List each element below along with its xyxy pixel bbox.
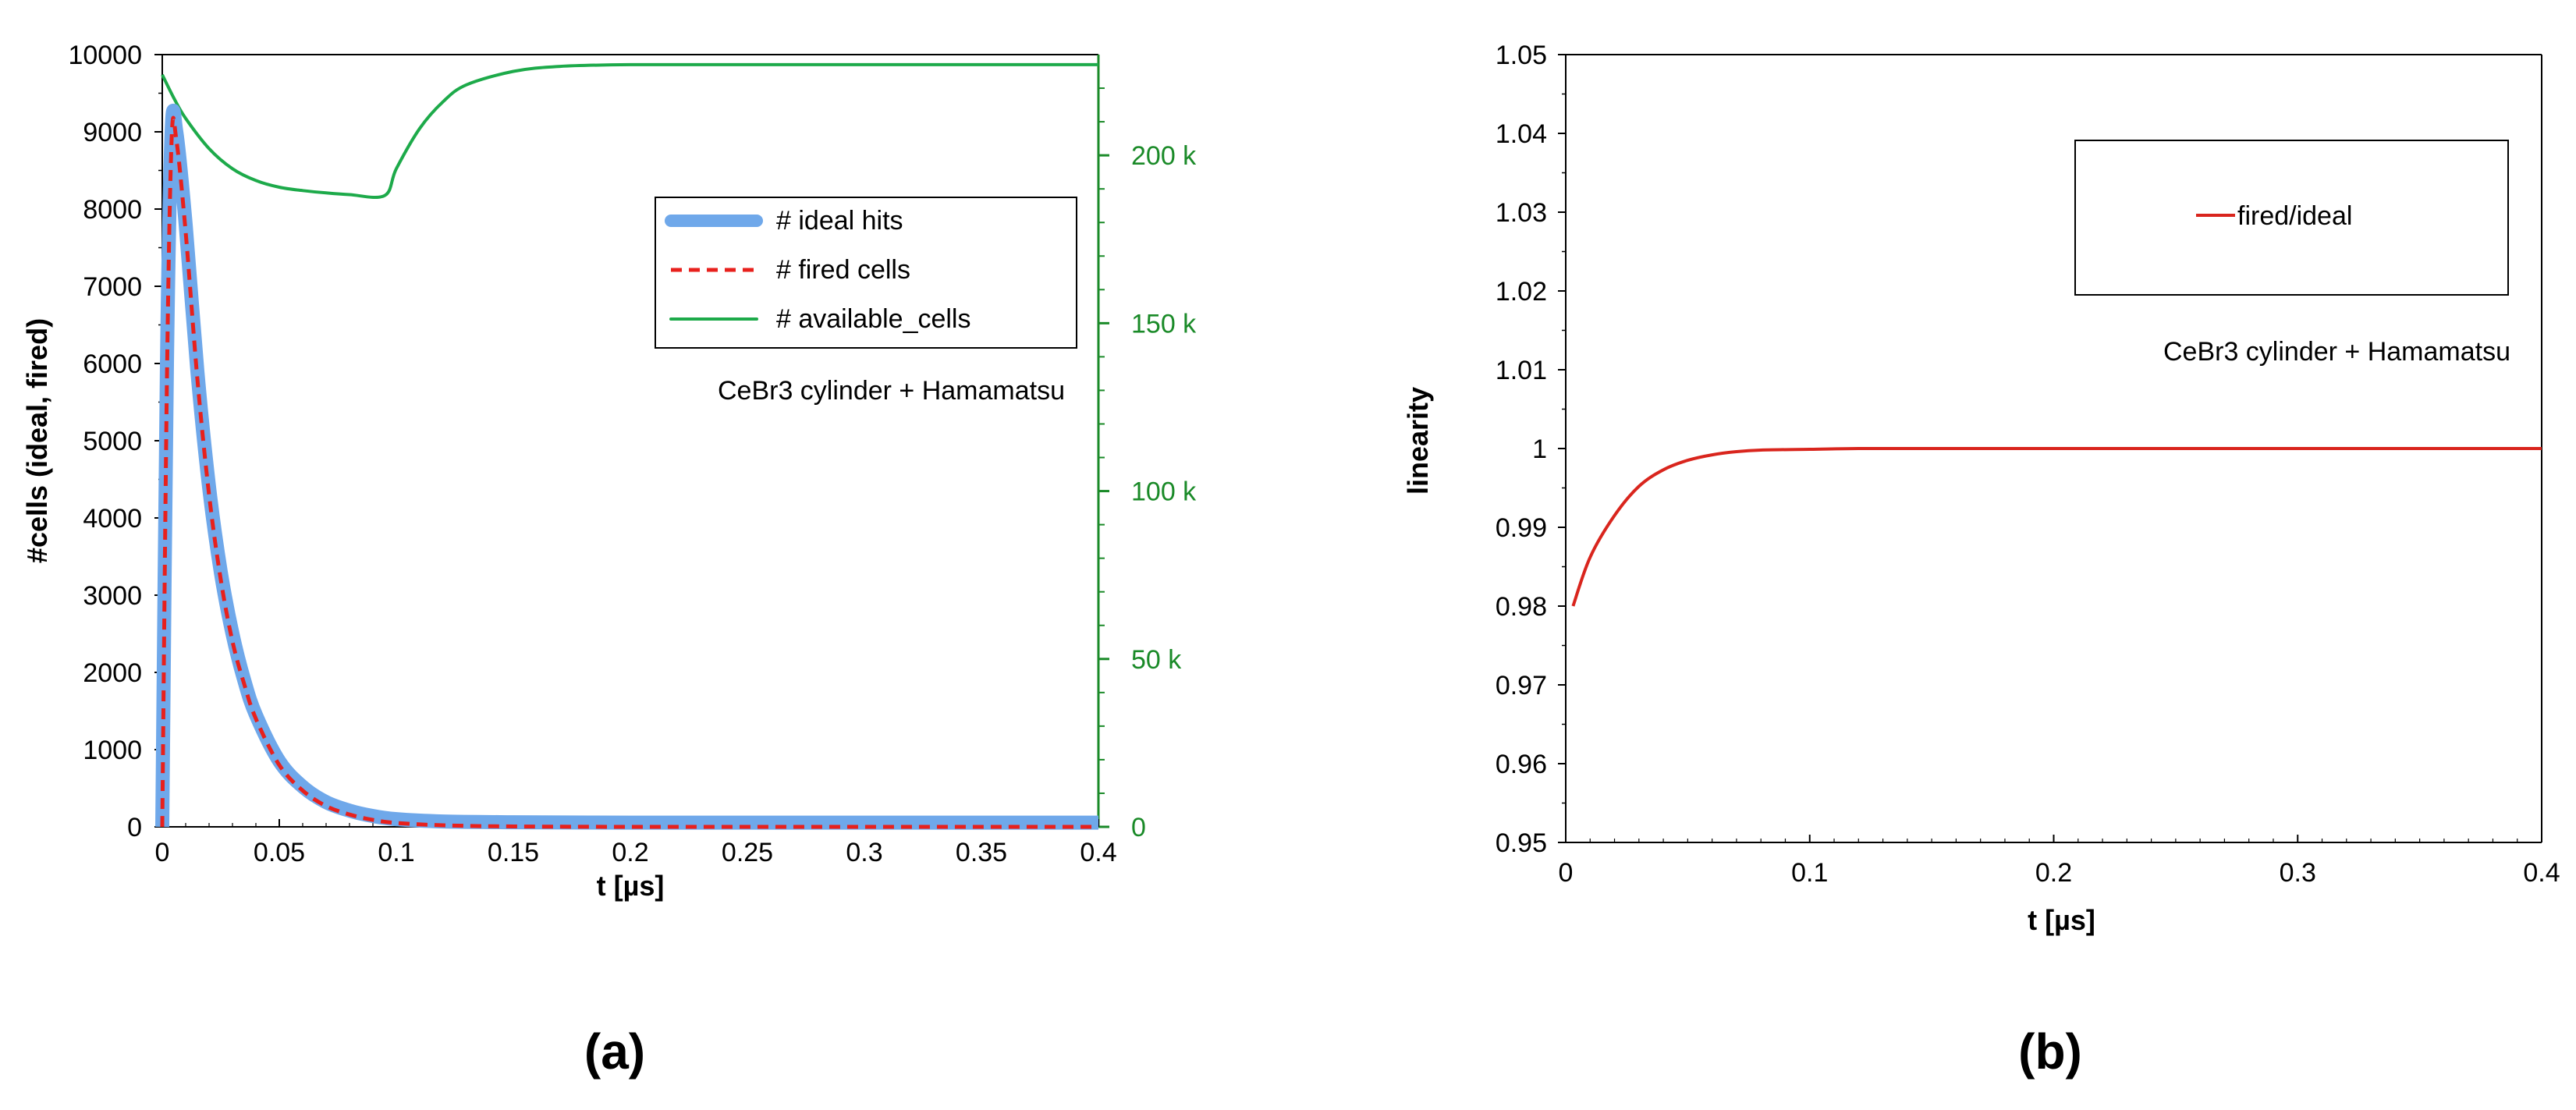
y-tick-label: 1.03	[1496, 198, 1547, 228]
chart-a: 0 1000 2000 3000 4000 5000 6000 7000 8000 9000 100…	[21, 41, 1197, 1080]
legend-box	[2074, 140, 2509, 296]
y-tick-label: 8000	[83, 195, 142, 225]
x-tick-label: 0.25	[722, 838, 773, 867]
y-tick-label: 1	[1532, 434, 1547, 464]
y-tick-label: 1.04	[1496, 119, 1547, 149]
y-tick-label: 0.96	[1496, 750, 1547, 779]
series-fired-cells	[160, 115, 1098, 829]
y2-tick-label: 200 k	[1131, 141, 1197, 171]
y2-tick-label: 0	[1131, 813, 1146, 842]
x-tick-label: 0.4	[1080, 838, 1116, 867]
chart-annotation: CeBr3 cylinder + Hamamatsu	[2163, 337, 2510, 367]
y2-tick-label: 150 k	[1131, 309, 1197, 339]
x-tick-label: 0.2	[612, 838, 648, 867]
x-tick-label: 0.2	[2035, 858, 2072, 888]
x-tick-label: 0.05	[254, 838, 305, 867]
y-tick-label: 3000	[83, 581, 142, 611]
y-tick-label: 0.95	[1496, 828, 1547, 858]
series-available-cells	[161, 62, 1098, 200]
x-tick-label: 0.1	[1791, 858, 1828, 888]
y-tick-label: 0.98	[1496, 592, 1547, 622]
y-tick-label: 0	[127, 813, 142, 842]
caption-a: (a)	[584, 1023, 645, 1080]
y-tick-label: 9000	[83, 118, 142, 147]
y2-tick-label: 50 k	[1131, 645, 1182, 675]
legend-label: # ideal hits	[776, 206, 903, 236]
caption-b: (b)	[2018, 1023, 2082, 1080]
y-tick-label: 4000	[83, 504, 142, 534]
y-tick-label: 0.97	[1496, 671, 1547, 700]
y-tick-label: 1000	[83, 736, 142, 765]
x-tick-label: 0	[155, 838, 170, 867]
y-axis-label: #cells (ideal, fired)	[21, 318, 53, 563]
x-tick-label: 0.3	[846, 838, 882, 867]
series-fired-ideal	[1571, 446, 2542, 607]
x-tick-label: 0.15	[488, 838, 539, 867]
x-axis-label: t [µs]	[2028, 904, 2095, 936]
chart-annotation: CeBr3 cylinder + Hamamatsu	[718, 376, 1065, 406]
y-axis-label: linearity	[1402, 387, 1434, 495]
y-tick-label: 10000	[68, 41, 142, 70]
y2-tick-label: 100 k	[1131, 477, 1197, 507]
legend-label: # fired cells	[776, 255, 910, 285]
x-tick-label: 0.35	[956, 838, 1007, 867]
legend-label: fired/ideal	[2237, 201, 2352, 231]
y-tick-label: 5000	[83, 427, 142, 456]
y-tick-label: 7000	[83, 272, 142, 302]
y-tick-label: 6000	[83, 349, 142, 379]
y-tick-label: 0.99	[1496, 513, 1547, 543]
y-tick-label: 1.02	[1496, 277, 1547, 307]
x-tick-label: 0.3	[2280, 858, 2316, 888]
series-ideal-hits	[155, 103, 1098, 830]
x-tick-label: 0.4	[2523, 858, 2560, 888]
x-axis-label: t [µs]	[597, 870, 665, 902]
y-tick-label: 2000	[83, 658, 142, 688]
x-tick-label: 0	[1559, 858, 1574, 888]
x-tick-label: 0.1	[378, 838, 414, 867]
chart-b: 0.95 0.96 0.97 0.98 0.99 1 1.01 1.02 1.03 1.04 1.0…	[1402, 41, 2560, 1080]
y-tick-label: 1.05	[1496, 41, 1547, 70]
y-tick-label: 1.01	[1496, 356, 1547, 385]
legend-label: # available_cells	[776, 304, 971, 334]
